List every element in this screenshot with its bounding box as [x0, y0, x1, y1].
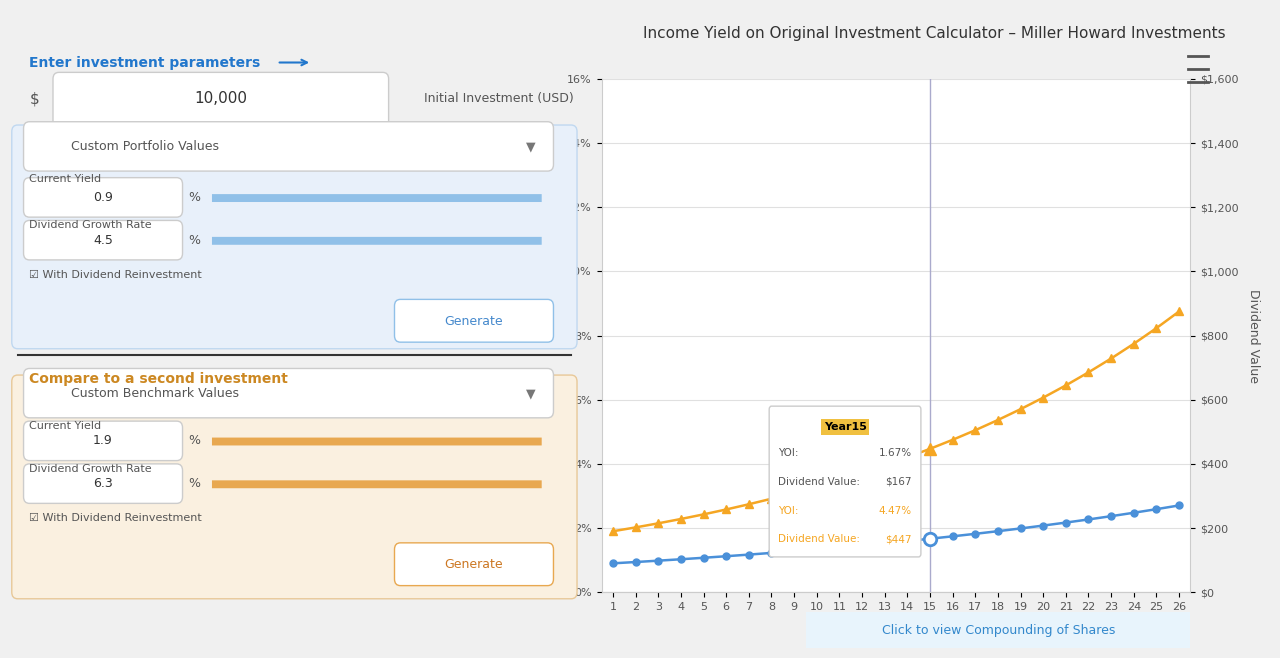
Text: $167: $167 [886, 476, 911, 487]
Text: YOI:: YOI: [778, 448, 799, 458]
Text: 1.67%: 1.67% [879, 448, 911, 458]
Text: %: % [188, 434, 201, 447]
Text: Initial Investment (USD): Initial Investment (USD) [424, 92, 573, 105]
Text: Generate: Generate [444, 315, 503, 328]
FancyBboxPatch shape [769, 406, 920, 557]
FancyBboxPatch shape [52, 72, 389, 128]
Text: Generate: Generate [444, 558, 503, 571]
Text: Enter investment parameters: Enter investment parameters [29, 56, 261, 70]
FancyBboxPatch shape [23, 122, 553, 171]
Text: Current Yield: Current Yield [29, 421, 101, 431]
Text: %: % [188, 234, 201, 247]
FancyBboxPatch shape [212, 237, 541, 245]
Text: ▼: ▼ [526, 140, 536, 153]
FancyBboxPatch shape [23, 368, 553, 418]
FancyBboxPatch shape [23, 464, 183, 503]
Text: Custom Portfolio Values: Custom Portfolio Values [70, 140, 219, 153]
Text: 10,000: 10,000 [195, 91, 247, 106]
FancyBboxPatch shape [394, 543, 553, 586]
Text: YOI:: YOI: [778, 505, 799, 516]
Text: Dividend Growth Rate: Dividend Growth Rate [29, 220, 152, 230]
FancyBboxPatch shape [787, 610, 1210, 650]
FancyBboxPatch shape [23, 421, 183, 461]
Text: ▼: ▼ [526, 387, 536, 400]
Text: $: $ [29, 91, 40, 106]
Text: %: % [188, 191, 201, 204]
FancyBboxPatch shape [212, 480, 541, 488]
Text: ☑ With Dividend Reinvestment: ☑ With Dividend Reinvestment [29, 270, 202, 280]
Text: %: % [188, 477, 201, 490]
FancyBboxPatch shape [12, 125, 577, 349]
Y-axis label: Dividend Value: Dividend Value [1247, 289, 1260, 382]
FancyBboxPatch shape [212, 194, 541, 202]
Text: Dividend Value:: Dividend Value: [778, 476, 860, 487]
Text: Dividend Value:: Dividend Value: [778, 534, 860, 544]
Text: 4.47%: 4.47% [879, 505, 911, 516]
FancyBboxPatch shape [23, 220, 183, 260]
Text: Click to view Compounding of Shares: Click to view Compounding of Shares [882, 624, 1115, 636]
FancyBboxPatch shape [23, 178, 183, 217]
Text: Custom Benchmark Values: Custom Benchmark Values [70, 387, 238, 400]
Text: Year15: Year15 [823, 422, 867, 432]
FancyBboxPatch shape [394, 299, 553, 342]
Y-axis label: YOI: YOI [549, 325, 562, 346]
Text: Current Yield: Current Yield [29, 174, 101, 184]
Text: $447: $447 [886, 534, 911, 544]
Text: 1.9: 1.9 [93, 434, 113, 447]
Text: 4.5: 4.5 [93, 234, 113, 247]
Text: 6.3: 6.3 [93, 477, 113, 490]
FancyBboxPatch shape [12, 375, 577, 599]
Text: Dividend Growth Rate: Dividend Growth Rate [29, 464, 152, 474]
Text: Income Yield on Original Investment Calculator – Miller Howard Investments: Income Yield on Original Investment Calc… [643, 26, 1226, 41]
FancyBboxPatch shape [212, 438, 541, 445]
Text: 0.9: 0.9 [93, 191, 113, 204]
Text: Compare to a second investment: Compare to a second investment [29, 372, 288, 386]
Text: ☑ With Dividend Reinvestment: ☑ With Dividend Reinvestment [29, 513, 202, 523]
